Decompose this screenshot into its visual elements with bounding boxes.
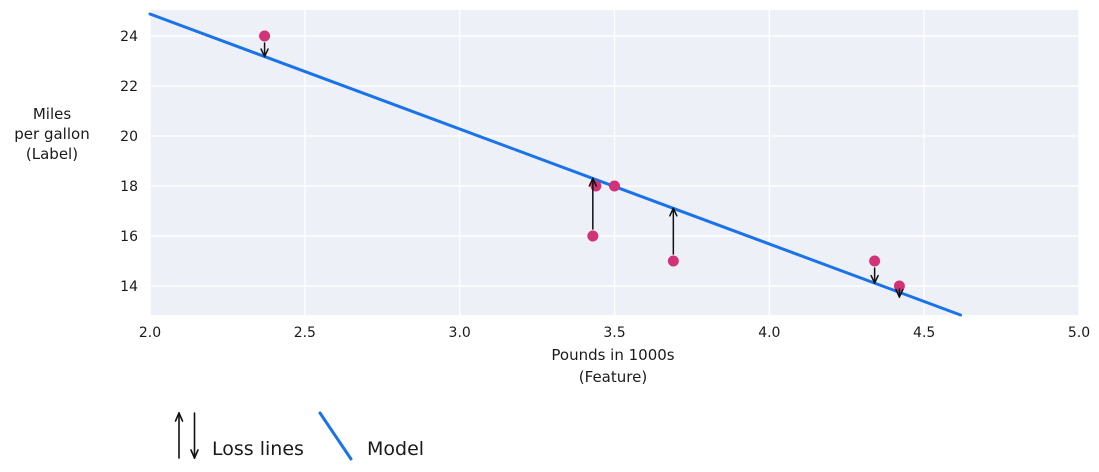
loss-up-arrow-icon [174, 412, 184, 459]
x-tick-label: 5.0 [1068, 325, 1090, 341]
x-tick-label: 3.5 [603, 325, 625, 341]
y-axis-title: Miles per gallon (Label) [14, 105, 89, 163]
x-tick-label: 2.0 [139, 325, 161, 341]
y-tick-label: 24 [120, 29, 138, 45]
data-point [869, 255, 881, 267]
loss-line-arrow [669, 207, 678, 255]
y-axis-ticks: 14 16 18 20 22 24 [120, 29, 138, 295]
x-axis-title: Pounds in 1000s (Feature) [551, 346, 674, 386]
legend-label-model: Model [367, 438, 424, 460]
loss-line-arrow [588, 177, 598, 230]
y-axis-title-line-3: (Label) [26, 145, 78, 163]
model-line-layer [148, 12, 963, 317]
data-point [609, 180, 620, 192]
data-point [259, 30, 271, 42]
x-tick-label: 3.0 [449, 325, 471, 341]
x-axis-title-line-2: (Feature) [579, 368, 647, 386]
x-tick-label: 4.5 [913, 325, 935, 341]
y-axis-title-line-1: Miles [33, 105, 72, 123]
model-line [148, 12, 963, 317]
model-line-icon [318, 411, 353, 461]
y-tick-label: 16 [120, 229, 138, 245]
y-tick-label: 14 [120, 279, 138, 295]
legend-label-loss-lines: Loss lines [212, 438, 304, 460]
x-axis-title-line-1: Pounds in 1000s [551, 346, 674, 364]
loss-line-arrow [870, 267, 879, 284]
y-tick-label: 18 [120, 179, 138, 195]
loss-down-arrow-icon [190, 412, 199, 459]
y-tick-label: 20 [120, 129, 138, 145]
x-tick-label: 2.5 [294, 325, 316, 341]
data-point [587, 230, 599, 242]
legend: Loss lines Model [174, 411, 424, 461]
x-tick-label: 4.0 [758, 325, 780, 341]
loss-line-arrow [895, 288, 904, 298]
data-point [667, 255, 679, 267]
data-point [893, 280, 905, 292]
loss-lines-layer [260, 42, 904, 298]
x-axis-ticks: 2.0 2.5 3.0 3.5 4.0 4.5 5.0 [139, 325, 1090, 341]
y-axis-title-line-2: per gallon [14, 125, 89, 143]
loss-line-arrow [260, 42, 269, 58]
y-tick-label: 22 [120, 79, 138, 95]
